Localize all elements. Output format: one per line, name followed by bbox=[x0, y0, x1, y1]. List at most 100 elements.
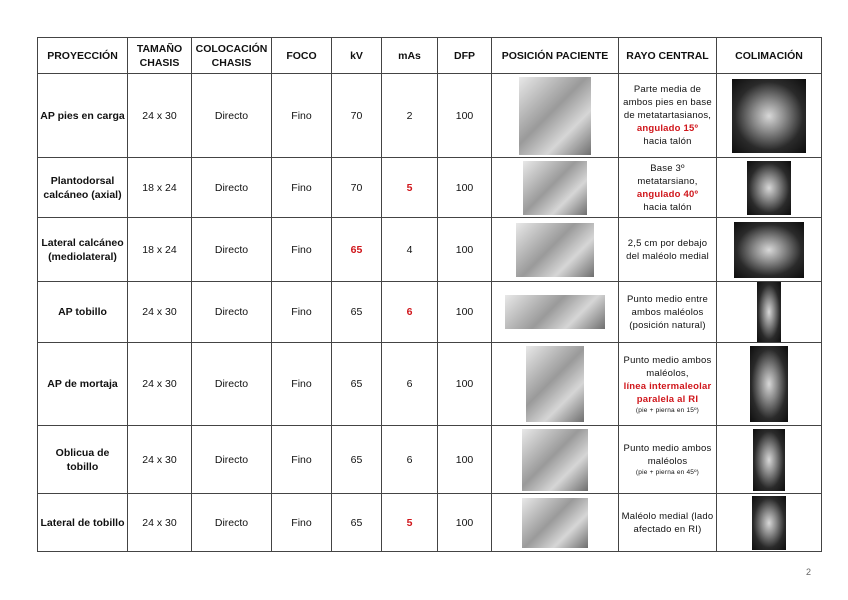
table-row: Plantodorsal calcáneo (axial) 18 x 24 Dire… bbox=[37, 157, 822, 218]
column-header: RAYO CENTRAL bbox=[618, 37, 717, 74]
central-ray-text: Punto medio entre ambos maléolos (posici… bbox=[626, 293, 709, 331]
central-ray-cell: Punto medio ambos maléolos, línea interma… bbox=[618, 342, 717, 426]
header-row: PROYECCIÓN TAMAÑO CHASIS COLOCACIÓN CHASIS… bbox=[37, 37, 822, 74]
radiography-protocol-table: PROYECCIÓN TAMAÑO CHASIS COLOCACIÓN CHASIS… bbox=[37, 37, 822, 552]
central-ray-text: 2,5 cm por debajo del maléolo medial bbox=[626, 237, 709, 262]
focus-cell: Fino bbox=[271, 217, 332, 282]
patient-position-cell bbox=[491, 281, 619, 343]
dfp-cell: 100 bbox=[437, 157, 492, 218]
cassette-placement-cell: Directo bbox=[191, 342, 272, 426]
column-header: DFP bbox=[437, 37, 492, 74]
cassette-size-cell: 18 x 24 bbox=[127, 217, 192, 282]
central-ray-text: (pie + pierna en 15º) bbox=[635, 406, 700, 414]
column-header: mAs bbox=[381, 37, 438, 74]
cassette-size-cell: 24 x 30 bbox=[127, 493, 192, 552]
cassette-placement-cell: Directo bbox=[191, 493, 272, 552]
xray-image bbox=[752, 495, 786, 550]
column-header: FOCO bbox=[271, 37, 332, 74]
mas-cell: 5 bbox=[381, 493, 438, 552]
page-number: 2 bbox=[806, 567, 812, 577]
patient-position-cell bbox=[491, 157, 619, 218]
central-ray-text: Punto medio ambos maléolos bbox=[623, 443, 712, 467]
cassette-placement-cell: Directo bbox=[191, 425, 272, 494]
collimation-cell bbox=[716, 281, 822, 343]
column-header: PROYECCIÓN bbox=[37, 37, 128, 74]
focus-cell: Fino bbox=[271, 342, 332, 426]
cassette-placement-cell: Directo bbox=[191, 217, 272, 282]
mas-cell: 5 bbox=[381, 157, 438, 218]
central-ray-text: línea intermaleolar paralela al RI bbox=[623, 380, 712, 405]
mas-cell: 6 bbox=[381, 425, 438, 494]
xray-image bbox=[732, 78, 806, 153]
mas-cell: 6 bbox=[381, 281, 438, 343]
cassette-size-cell: 24 x 30 bbox=[127, 425, 192, 494]
central-ray-text: hacia talón bbox=[643, 136, 692, 147]
mas-cell: 6 bbox=[381, 342, 438, 426]
cassette-size-cell: 24 x 30 bbox=[127, 73, 192, 158]
column-header: COLIMACIÓN bbox=[716, 37, 822, 74]
kv-cell: 65 bbox=[331, 425, 382, 494]
projection-cell: AP pies en carga bbox=[37, 73, 128, 158]
patient-position-photo bbox=[522, 428, 588, 491]
table-row: Lateral calcáneo (mediolateral) 18 x 24 Di… bbox=[37, 217, 822, 282]
collimation-cell bbox=[716, 73, 822, 158]
collimation-cell bbox=[716, 217, 822, 282]
table-row: Oblicua de tobillo 24 x 30 Directo Fino 65 6 1… bbox=[37, 425, 822, 494]
dfp-cell: 100 bbox=[437, 281, 492, 343]
central-ray-text: Maléolo medial (lado afectado en RI) bbox=[621, 510, 714, 535]
projection-cell: AP de mortaja bbox=[37, 342, 128, 426]
focus-cell: Fino bbox=[271, 73, 332, 158]
patient-position-cell bbox=[491, 425, 619, 494]
central-ray-text: Base 3º metatarsiano, bbox=[637, 162, 698, 187]
central-ray-text: (pie + pierna en 45º) bbox=[635, 469, 700, 476]
projection-cell: Lateral de tobillo bbox=[37, 493, 128, 552]
cassette-size-cell: 24 x 30 bbox=[127, 281, 192, 343]
mas-cell: 4 bbox=[381, 217, 438, 282]
column-header: POSICIÓN PACIENTE bbox=[491, 37, 619, 74]
central-ray-text: angulado 40º bbox=[636, 188, 699, 200]
central-ray-text: Punto medio ambos maléolos, bbox=[623, 354, 712, 379]
focus-cell: Fino bbox=[271, 281, 332, 343]
column-header: COLOCACIÓN CHASIS bbox=[191, 37, 272, 74]
patient-position-photo bbox=[519, 76, 591, 155]
projection-cell: Oblicua de tobillo bbox=[37, 425, 128, 494]
patient-position-cell bbox=[491, 342, 619, 426]
kv-cell: 65 bbox=[331, 342, 382, 426]
column-header: TAMAÑO CHASIS bbox=[127, 37, 192, 74]
table-row: Lateral de tobillo 24 x 30 Directo Fino 65 5 1… bbox=[37, 493, 822, 552]
xray-image bbox=[753, 428, 785, 491]
central-ray-cell: Punto medio entre ambos maléolos (posici… bbox=[618, 281, 717, 343]
patient-position-cell bbox=[491, 73, 619, 158]
central-ray-text: Parte media de ambos pies en base de met… bbox=[623, 84, 712, 121]
table-row: AP pies en carga 24 x 30 Directo Fino 70 2 100… bbox=[37, 73, 822, 158]
collimation-cell bbox=[716, 157, 822, 218]
cassette-placement-cell: Directo bbox=[191, 73, 272, 158]
dfp-cell: 100 bbox=[437, 342, 492, 426]
kv-cell: 65 bbox=[331, 217, 382, 282]
focus-cell: Fino bbox=[271, 157, 332, 218]
projection-cell: Lateral calcáneo (mediolateral) bbox=[37, 217, 128, 282]
collimation-cell bbox=[716, 493, 822, 552]
collimation-cell bbox=[716, 425, 822, 494]
central-ray-text: angulado 15º bbox=[636, 123, 699, 134]
cassette-size-cell: 18 x 24 bbox=[127, 157, 192, 218]
focus-cell: Fino bbox=[271, 425, 332, 494]
dfp-cell: 100 bbox=[437, 217, 492, 282]
table-row: AP tobillo 24 x 30 Directo Fino 65 6 100 Punto … bbox=[37, 281, 822, 343]
xray-image bbox=[750, 346, 788, 422]
patient-position-cell bbox=[491, 493, 619, 552]
kv-cell: 65 bbox=[331, 281, 382, 343]
patient-position-photo bbox=[505, 295, 605, 329]
patient-position-photo bbox=[522, 497, 588, 548]
xray-image bbox=[734, 221, 804, 278]
central-ray-cell: Punto medio ambos maléolos (pie + pierna … bbox=[618, 425, 717, 494]
kv-cell: 65 bbox=[331, 493, 382, 552]
patient-position-photo bbox=[516, 222, 594, 277]
mas-cell: 2 bbox=[381, 73, 438, 158]
cassette-placement-cell: Directo bbox=[191, 157, 272, 218]
kv-cell: 70 bbox=[331, 73, 382, 158]
dfp-cell: 100 bbox=[437, 425, 492, 494]
focus-cell: Fino bbox=[271, 493, 332, 552]
projection-cell: Plantodorsal calcáneo (axial) bbox=[37, 157, 128, 218]
patient-position-photo bbox=[526, 346, 584, 422]
